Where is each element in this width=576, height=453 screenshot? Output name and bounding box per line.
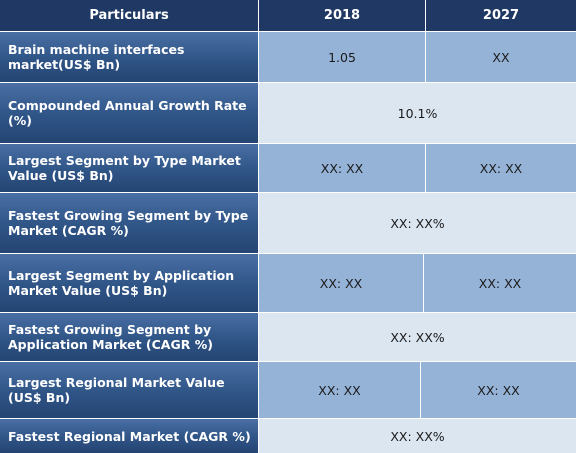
row-label: Fastest Regional Market (CAGR %) — [0, 419, 258, 453]
cell-merged: XX: XX% — [259, 313, 576, 361]
header-particulars: Particulars — [0, 0, 258, 31]
row-label: Brain machine interfaces market(US$ Bn) — [0, 32, 258, 82]
row-label: Largest Segment by Application Market Va… — [0, 254, 258, 312]
row-label: Compounded Annual Growth Rate (%) — [0, 83, 258, 143]
cell-2018: 1.05 — [259, 32, 425, 82]
cell-2027: XX: XX — [424, 254, 576, 312]
cell-merged: 10.1% — [259, 83, 576, 143]
header-2018: 2018 — [259, 0, 425, 31]
cell-2027: XX: XX — [421, 362, 576, 418]
row-label: Largest Segment by Type Market Value (US… — [0, 144, 258, 192]
cell-2027: XX: XX — [426, 144, 576, 192]
cell-2018: XX: XX — [259, 362, 420, 418]
header-2027: 2027 — [426, 0, 576, 31]
row-label: Fastest Growing Segment by Application M… — [0, 313, 258, 361]
cell-2027: XX — [426, 32, 576, 82]
row-label: Largest Regional Market Value (US$ Bn) — [0, 362, 258, 418]
cell-merged: XX: XX% — [259, 419, 576, 453]
row-label: Fastest Growing Segment by Type Market (… — [0, 193, 258, 253]
cell-merged: XX: XX% — [259, 193, 576, 253]
cell-2018: XX: XX — [259, 254, 423, 312]
cell-2018: XX: XX — [259, 144, 425, 192]
